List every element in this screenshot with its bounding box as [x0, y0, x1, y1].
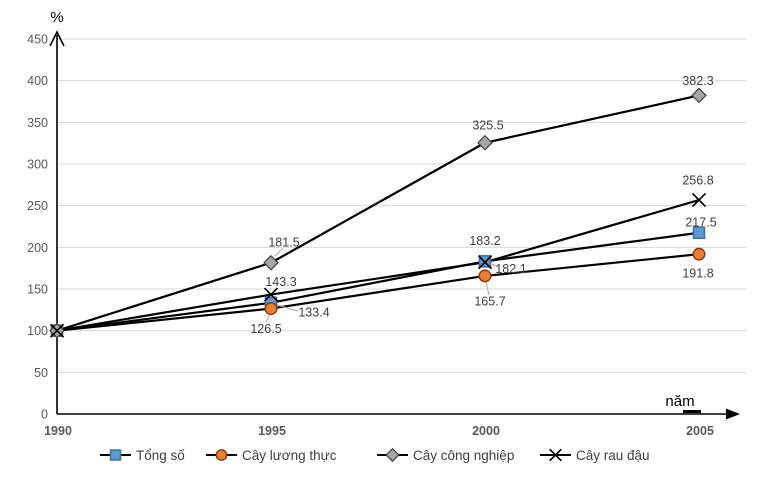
- legend-label: Tổng số: [136, 448, 185, 463]
- x-tick-label: 2005: [686, 424, 714, 438]
- x-axis-arrow-icon: [726, 408, 740, 420]
- x-axis-title: năm: [665, 393, 694, 410]
- legend-marker-icon: [215, 449, 228, 461]
- y-tick-label: 300: [27, 158, 48, 172]
- x-tick-label: 1995: [258, 424, 286, 438]
- data-label-leader: [491, 263, 499, 268]
- legend-marker-icon: [109, 449, 122, 461]
- series-line-3: [56, 94, 700, 332]
- y-tick-label: 100: [27, 324, 48, 338]
- data-point-marker: [263, 287, 279, 302]
- data-label-leader: [485, 281, 490, 296]
- data-label: 217.5: [685, 215, 716, 229]
- data-label: 181.5: [268, 235, 299, 249]
- legend-label: Cây rau đậu: [576, 448, 650, 463]
- data-point-marker: [691, 87, 707, 104]
- legend-item: Tổng số: [100, 448, 185, 463]
- data-point-marker: [477, 255, 493, 270]
- y-tick-label: 400: [27, 74, 48, 88]
- data-point-marker: [478, 269, 492, 283]
- data-label: 183.2: [469, 234, 500, 248]
- data-label: 165.7: [474, 294, 505, 308]
- y-tick-label: 150: [27, 283, 48, 297]
- legend-marker-icon: [385, 447, 400, 463]
- series-line-2: [56, 253, 700, 332]
- data-label-leader: [265, 313, 271, 323]
- x-tick-label: 2000: [472, 424, 500, 438]
- legend-label: Cây công nghiệp: [413, 448, 514, 463]
- series-line-4: [56, 198, 700, 332]
- legend-item: Cây công nghiệp: [377, 447, 514, 463]
- legend-marker-icon: [549, 448, 562, 462]
- data-label: 191.8: [682, 267, 713, 281]
- data-point-marker: [691, 192, 707, 208]
- legend-label: Cây lương thực: [242, 448, 337, 463]
- y-tick-label: 200: [27, 241, 48, 255]
- data-point-marker: [692, 226, 706, 240]
- data-label: 126.5: [250, 322, 281, 336]
- x-tick-label: 1990: [44, 424, 72, 438]
- legend-item: Cây rau đậu: [540, 448, 650, 463]
- y-tick-label: 0: [41, 408, 48, 422]
- data-point-marker: [263, 254, 279, 271]
- y-tick-label: 250: [27, 199, 48, 213]
- data-label-leader: [274, 247, 284, 257]
- data-point-marker: [477, 134, 493, 151]
- data-label: 133.4: [298, 305, 329, 319]
- y-tick-label: 50: [34, 366, 48, 380]
- data-label: 325.5: [472, 118, 503, 132]
- y-axis-title: %: [50, 9, 63, 26]
- data-point-marker: [49, 323, 65, 338]
- data-label: 143.3: [265, 275, 296, 289]
- y-axis-arrow-icon: [49, 30, 65, 47]
- data-point-marker: [692, 247, 706, 261]
- data-label-leader: [276, 304, 299, 312]
- y-tick-label: 450: [27, 33, 48, 47]
- data-label: 382.3: [682, 74, 713, 88]
- legend-item: Cây lương thực: [206, 448, 337, 463]
- data-label: 256.8: [682, 174, 713, 188]
- data-label: 182.1: [495, 262, 526, 276]
- data-point-marker: [264, 302, 278, 316]
- y-tick-label: 350: [27, 116, 48, 130]
- series-line-1: [56, 231, 700, 332]
